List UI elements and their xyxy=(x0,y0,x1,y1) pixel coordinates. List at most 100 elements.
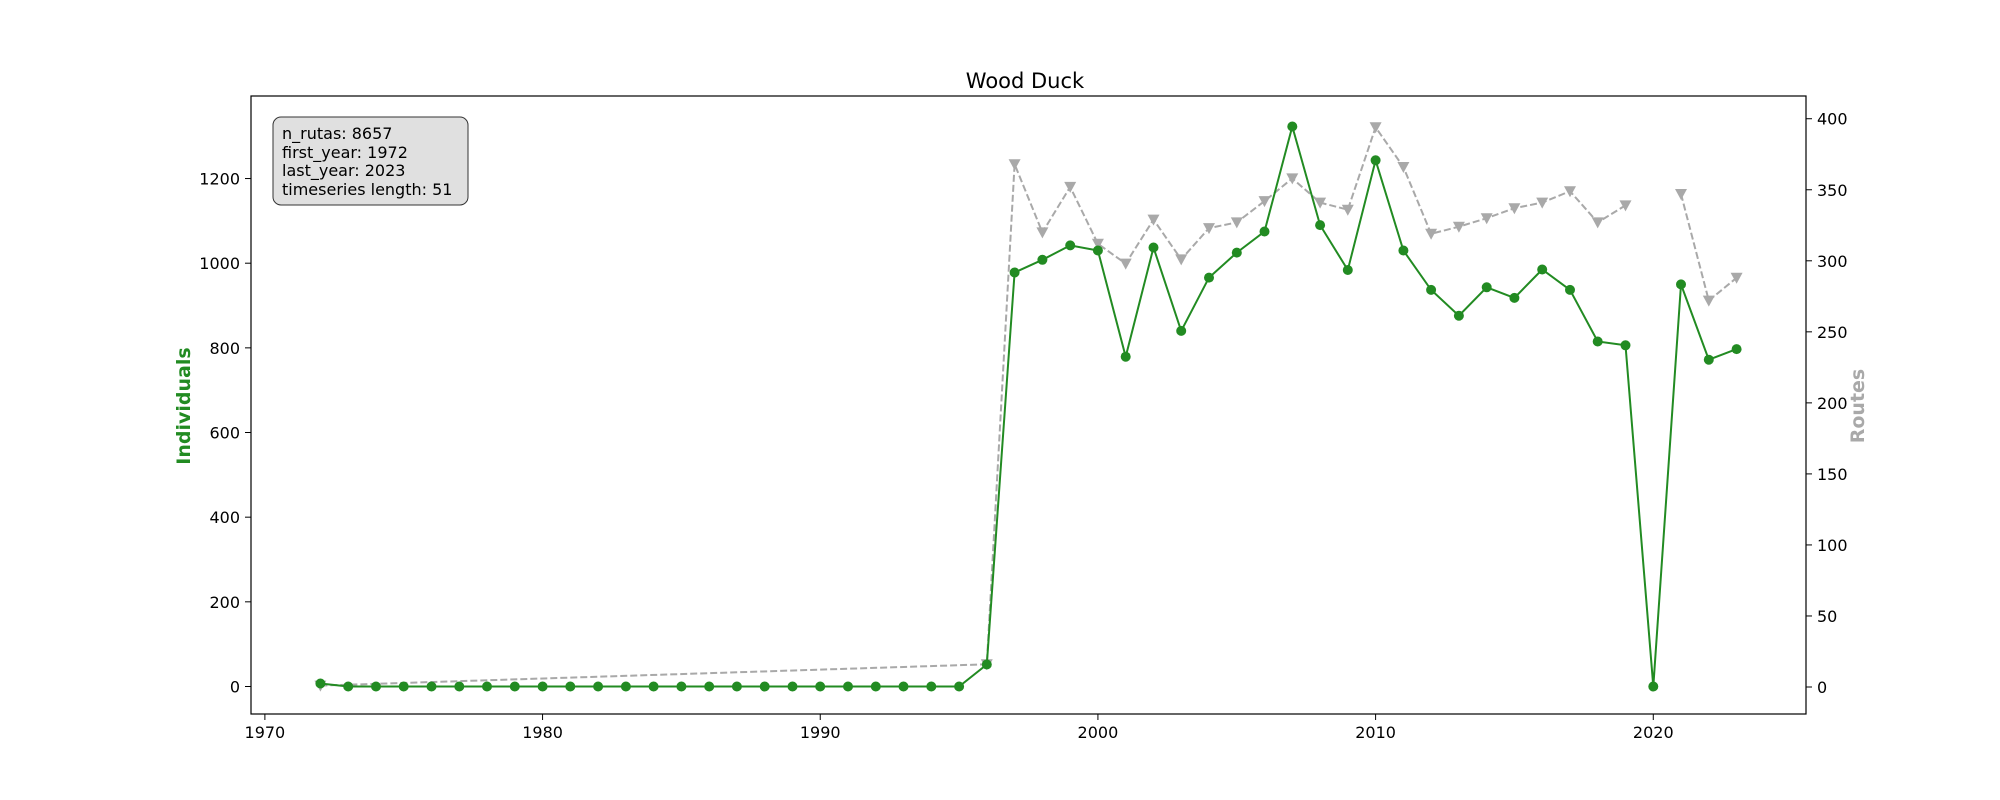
routes-point xyxy=(1397,162,1410,173)
routes-point xyxy=(1008,159,1021,171)
chart-title: Wood Duck xyxy=(966,69,1085,93)
individuals-point xyxy=(1037,254,1048,265)
routes-point xyxy=(1147,214,1160,226)
individuals-point xyxy=(1620,340,1631,351)
y-left-tick-label: 600 xyxy=(209,424,240,443)
individuals-point xyxy=(870,681,881,692)
routes-point xyxy=(1258,196,1271,208)
individuals-point xyxy=(343,681,354,692)
individuals-point xyxy=(1398,245,1409,256)
individuals-point xyxy=(1176,325,1187,336)
individuals-point xyxy=(1342,265,1353,275)
individuals-point xyxy=(815,681,826,692)
individuals-point xyxy=(898,681,909,692)
info-line: last_year: 2023 xyxy=(282,161,405,181)
routes-point xyxy=(1230,217,1243,229)
individuals-point xyxy=(1315,220,1326,231)
routes-point xyxy=(1425,228,1438,240)
y-right-tick-label: 250 xyxy=(1817,323,1848,342)
individuals-point xyxy=(1676,279,1686,290)
routes-point xyxy=(1480,213,1493,225)
x-tick-label: 2000 xyxy=(1078,723,1119,742)
individuals-point xyxy=(1731,344,1742,355)
routes-point xyxy=(1619,200,1632,212)
info-line: n_rutas: 8657 xyxy=(282,124,392,144)
x-tick-label: 1970 xyxy=(245,723,286,742)
routes-point xyxy=(1591,217,1604,229)
info-line: timeseries length: 51 xyxy=(282,180,452,199)
routes-point xyxy=(1675,189,1687,200)
individuals-point xyxy=(1703,354,1714,365)
individuals-point xyxy=(1453,310,1464,321)
individuals-point xyxy=(1092,245,1103,256)
y-left-tick-label: 400 xyxy=(209,508,240,527)
individuals-point xyxy=(565,681,576,692)
individuals-point xyxy=(1065,240,1076,251)
individuals-point xyxy=(315,678,326,689)
axes-layer: 1970 1980 1990 2000 2010 20200200400600800100… xyxy=(199,95,1848,742)
individuals-point xyxy=(454,681,465,692)
individuals-point xyxy=(1204,272,1214,283)
individuals-point xyxy=(1120,351,1131,362)
individuals-point xyxy=(1287,121,1298,132)
individuals-point xyxy=(1231,247,1242,258)
routes-point xyxy=(1175,254,1188,266)
y-right-tick-label: 400 xyxy=(1817,110,1848,129)
info-box: n_rutas: 8657 first_year: 1972 last_year… xyxy=(272,116,469,206)
individuals-point xyxy=(1481,282,1492,293)
routes-point xyxy=(1036,227,1049,239)
individuals-point xyxy=(731,681,742,692)
individuals-point xyxy=(1509,292,1520,303)
individuals-point xyxy=(676,681,687,692)
x-tick-label: 2020 xyxy=(1633,723,1674,742)
info-box-background xyxy=(272,116,469,206)
y-right-tick-label: 300 xyxy=(1817,252,1848,271)
series-layer xyxy=(314,121,1743,692)
y-left-tick-label: 1200 xyxy=(199,170,240,189)
routes-point xyxy=(1508,203,1521,215)
individuals-point xyxy=(1259,226,1270,237)
individuals-point xyxy=(1370,155,1381,166)
routes-point xyxy=(1064,181,1077,193)
x-tick-label: 1990 xyxy=(800,723,841,742)
routes-point xyxy=(1091,238,1104,250)
individuals-point xyxy=(981,659,992,670)
individuals-point xyxy=(1009,267,1020,278)
y-right-tick-label: 350 xyxy=(1817,181,1848,200)
individuals-point xyxy=(426,681,437,692)
y-axis-left-label: Individuals xyxy=(173,347,195,464)
individuals-point xyxy=(1592,336,1603,347)
y-left-tick-label: 200 xyxy=(209,593,240,612)
individuals-point xyxy=(704,681,715,692)
individuals-point xyxy=(787,681,798,692)
individuals-series-line xyxy=(320,122,1737,688)
y-right-tick-label: 200 xyxy=(1817,394,1848,413)
x-tick-label: 2010 xyxy=(1355,723,1396,742)
individuals-point xyxy=(1537,264,1548,275)
routes-point xyxy=(1286,173,1299,185)
individuals-point xyxy=(759,681,770,692)
y-left-tick-label: 1000 xyxy=(199,254,240,273)
individuals-point xyxy=(482,681,492,692)
y-right-tick-label: 150 xyxy=(1817,465,1848,484)
y-right-tick-label: 100 xyxy=(1817,536,1848,555)
y-right-tick-label: 0 xyxy=(1817,678,1827,697)
individuals-point xyxy=(509,681,520,692)
info-line: first_year: 1972 xyxy=(282,143,408,163)
routes-point xyxy=(1119,258,1132,270)
individuals-point xyxy=(537,681,548,692)
routes-point xyxy=(1341,204,1354,216)
individuals-point xyxy=(1648,681,1659,692)
individuals-point xyxy=(620,681,631,692)
y-left-tick-label: 800 xyxy=(209,339,240,358)
routes-point xyxy=(1369,122,1382,134)
individuals-point xyxy=(593,681,604,692)
y-left-tick-label: 0 xyxy=(230,677,240,696)
individuals-point xyxy=(954,681,965,692)
individuals-point xyxy=(926,681,937,692)
routes-point xyxy=(1203,223,1215,235)
plot-frame xyxy=(250,95,1807,715)
individuals-point xyxy=(1565,284,1575,295)
individuals-point xyxy=(648,681,659,692)
